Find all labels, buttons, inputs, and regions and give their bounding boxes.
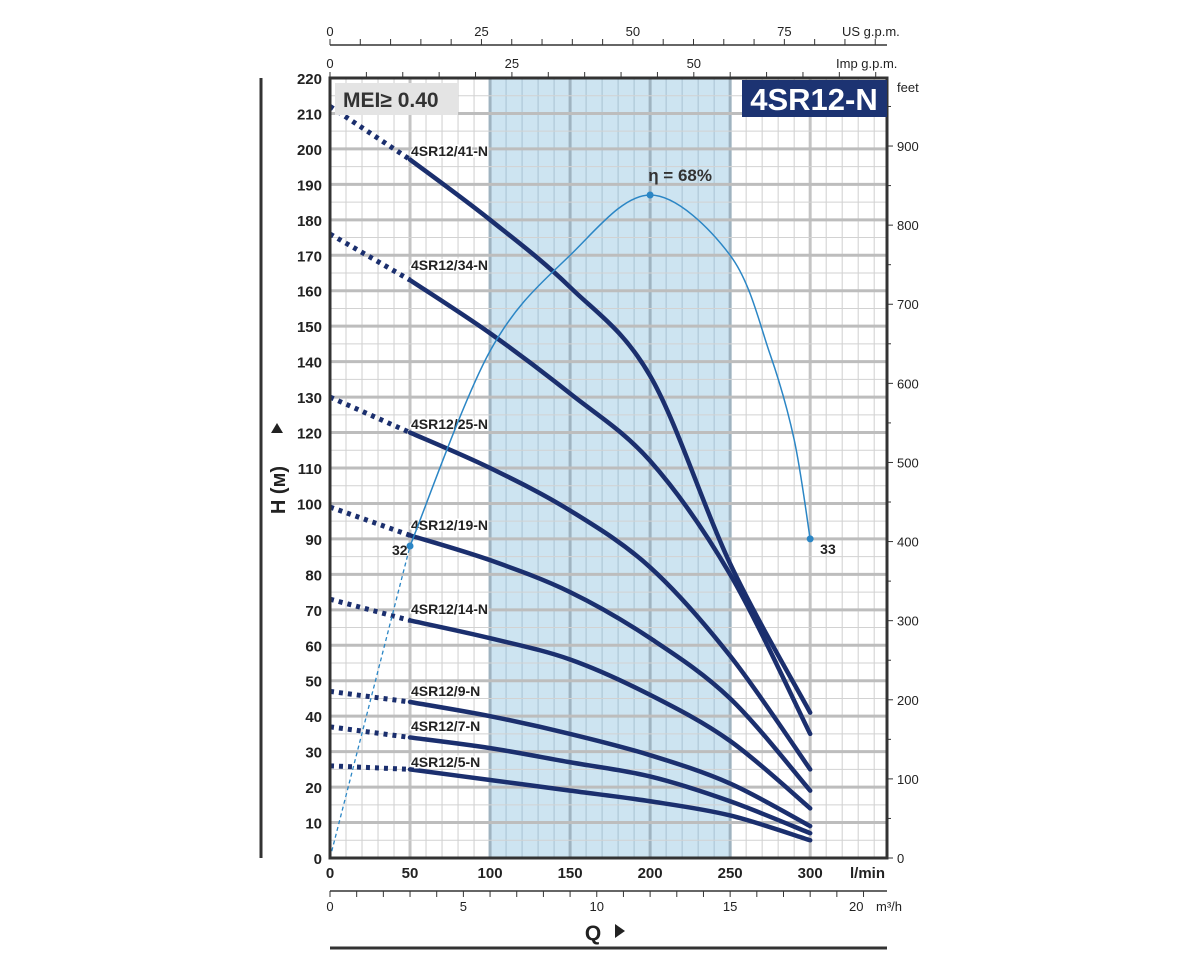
series-curve — [407, 699, 813, 829]
y-tick-label: 160 — [297, 284, 322, 301]
y-tick-label: 130 — [297, 390, 322, 407]
efficiency-peak-label: η = 68% — [648, 166, 712, 185]
series-label: 4SR12/7-N — [411, 718, 480, 734]
series-label: 4SR12/14-N — [411, 601, 488, 617]
y-tick-label: 190 — [297, 177, 322, 194]
imp-gpm-tick-label: 50 — [687, 56, 701, 71]
imp-gpm-tick-label: 0 — [326, 56, 333, 71]
axes: 0102030405060708090100110120130140150160… — [297, 24, 919, 914]
series-label: 4SR12/41-N — [411, 143, 488, 159]
x-tick-label: 150 — [558, 865, 583, 882]
x-tick-label: 100 — [478, 865, 503, 882]
efficiency-peak-point — [646, 191, 654, 199]
y-tick-label: 40 — [305, 709, 322, 726]
imp-gpm-label: Imp g.p.m. — [836, 56, 897, 71]
y-tick-label: 30 — [305, 745, 322, 762]
y-tick-label: 80 — [305, 567, 322, 584]
feet-tick-label: 0 — [897, 851, 904, 866]
y-axis-arrow-icon — [271, 423, 283, 433]
feet-tick-label: 200 — [897, 693, 919, 708]
series-curve — [407, 735, 813, 836]
efficiency-dashed-segment — [329, 545, 411, 859]
efficiency-start-point — [406, 542, 414, 550]
feet-tick-label: 500 — [897, 455, 919, 470]
series-curve — [407, 533, 813, 793]
m3h-tick-label: 15 — [723, 899, 737, 914]
series-label: 4SR12/25-N — [411, 416, 488, 432]
feet-label: feet — [897, 80, 919, 95]
y-tick-label: 170 — [297, 248, 322, 265]
series-label: 4SR12/19-N — [411, 517, 488, 533]
series-dotted-segment — [328, 231, 412, 283]
x-tick-label: 250 — [718, 865, 743, 882]
y-tick-label: 20 — [305, 780, 322, 797]
y-tick-label: 220 — [297, 71, 322, 88]
y-tick-label: 70 — [305, 603, 322, 620]
series-dotted-segment — [329, 724, 411, 740]
y-tick-label: 110 — [298, 461, 322, 478]
imp-gpm-tick-label: 25 — [505, 56, 519, 71]
x-axis-title: Q — [585, 922, 601, 945]
model-title: 4SR12-N — [750, 82, 878, 117]
y-tick-label: 180 — [297, 213, 322, 230]
series-curve — [407, 157, 813, 715]
plot-frame — [328, 76, 889, 860]
series-dotted-segment — [329, 763, 411, 772]
us-gpm-tick-label: 50 — [626, 24, 640, 39]
y-tick-label: 50 — [305, 674, 322, 691]
feet-tick-label: 300 — [897, 614, 919, 629]
y-tick-label: 150 — [297, 319, 322, 336]
y-tick-label: 200 — [297, 142, 322, 159]
curves: 4SR12/41-N 4SR12/34-N 4SR12/25-N 4SR12/19-N… — [328, 104, 836, 859]
us-gpm-tick-label: 0 — [326, 24, 333, 39]
feet-tick-label: 700 — [897, 297, 919, 312]
efficiency-curve — [409, 194, 811, 547]
x-tick-label: 0 — [326, 865, 334, 882]
mei-badge — [335, 83, 458, 115]
series-curve — [407, 430, 813, 772]
y-tick-label: 10 — [305, 816, 322, 833]
efficiency-end-label: 33 — [820, 541, 836, 557]
y-axis-title: H (м) — [268, 466, 290, 514]
model-title-box — [742, 80, 887, 117]
y-tick-label: 120 — [297, 426, 322, 443]
feet-tick-label: 800 — [897, 218, 919, 233]
feet-tick-label: 400 — [897, 535, 919, 550]
mei-badge-text: MEI≥ 0.40 — [343, 89, 439, 112]
m3h-tick-label: 0 — [326, 899, 333, 914]
y-tick-label: 140 — [297, 355, 322, 372]
y-tick-label: 60 — [305, 638, 322, 655]
x-axis-arrow-icon — [615, 924, 625, 938]
y-tick-label: 0 — [314, 851, 322, 868]
series-label: 4SR12/5-N — [411, 754, 480, 770]
feet-tick-label: 900 — [897, 139, 919, 154]
series-dotted-segment — [328, 394, 412, 435]
y-tick-label: 90 — [305, 532, 322, 549]
series-dotted-segment — [328, 104, 412, 162]
y-tick-label: 100 — [297, 496, 322, 513]
series-curve — [407, 277, 813, 737]
us-gpm-label: US g.p.m. — [842, 24, 900, 39]
efficiency-end-point — [806, 535, 814, 543]
x-tick-label: 50 — [402, 865, 419, 882]
x-tick-label: 200 — [638, 865, 663, 882]
x-unit-label: l/min — [850, 865, 885, 882]
feet-tick-label: 100 — [897, 772, 919, 787]
us-gpm-tick-label: 25 — [474, 24, 488, 39]
m3h-tick-label: 5 — [460, 899, 467, 914]
x-tick-label: 300 — [798, 865, 823, 882]
grid — [328, 76, 887, 860]
m3h-tick-label: 10 — [590, 899, 604, 914]
efficiency-start-label: 32 — [392, 542, 408, 558]
series-label: 4SR12/34-N — [411, 257, 488, 273]
feet-tick-label: 600 — [897, 376, 919, 391]
m3h-tick-label: 20 — [849, 899, 863, 914]
y-tick-label: 210 — [297, 106, 322, 123]
series-curve — [407, 767, 813, 843]
m3h-label: m³/h — [876, 899, 902, 914]
series-curve — [407, 618, 813, 811]
us-gpm-tick-label: 75 — [777, 24, 791, 39]
series-label: 4SR12/9-N — [411, 683, 480, 699]
